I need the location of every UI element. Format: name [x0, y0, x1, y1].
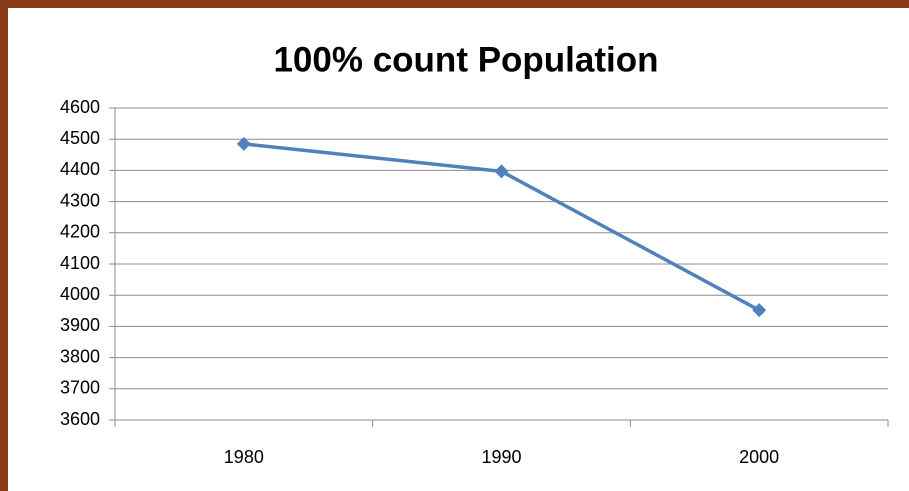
y-tick-label: 3700 — [60, 378, 100, 398]
x-tick-label: 2000 — [739, 447, 779, 467]
y-tick-label: 3600 — [60, 409, 100, 429]
frame-left — [0, 0, 8, 491]
marker — [236, 136, 251, 151]
y-tick-label: 4300 — [60, 190, 100, 210]
y-tick-label: 4200 — [60, 222, 100, 242]
x-tick-label: 1980 — [224, 447, 264, 467]
y-tick-label: 4500 — [60, 128, 100, 148]
y-tick-label: 4400 — [60, 159, 100, 179]
marker — [752, 303, 767, 318]
frame-top — [0, 0, 909, 8]
y-tick-label: 4100 — [60, 253, 100, 273]
chart-title: 100% count Population — [273, 40, 658, 79]
marker — [494, 164, 509, 179]
y-tick-label: 3900 — [60, 315, 100, 335]
x-tick-label: 1990 — [481, 447, 521, 467]
y-tick-label: 4600 — [60, 97, 100, 117]
y-tick-label: 3800 — [60, 346, 100, 366]
y-tick-label: 4000 — [60, 284, 100, 304]
